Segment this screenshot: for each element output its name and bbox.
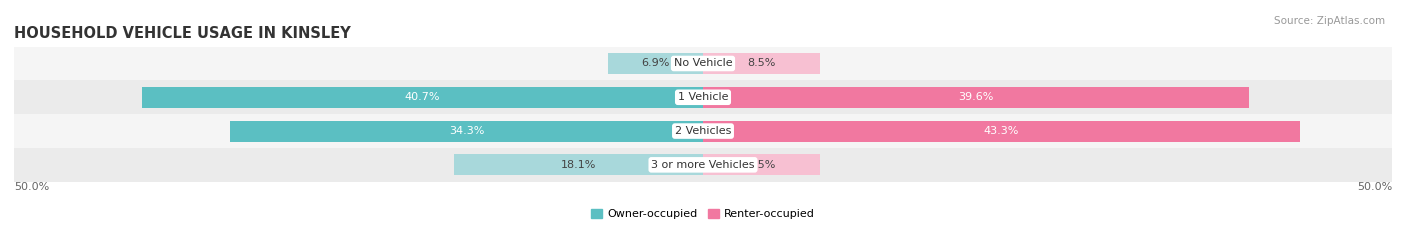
Bar xyxy=(14,47,1392,80)
Text: 43.3%: 43.3% xyxy=(984,126,1019,136)
Text: 40.7%: 40.7% xyxy=(405,92,440,102)
Bar xyxy=(703,87,1249,108)
Text: No Vehicle: No Vehicle xyxy=(673,58,733,69)
Bar xyxy=(703,53,820,74)
Bar xyxy=(142,87,703,108)
Text: 8.5%: 8.5% xyxy=(748,58,776,69)
Text: Source: ZipAtlas.com: Source: ZipAtlas.com xyxy=(1274,16,1385,26)
Bar xyxy=(454,154,703,175)
Bar xyxy=(14,114,1392,148)
Text: 50.0%: 50.0% xyxy=(14,182,49,192)
Text: 18.1%: 18.1% xyxy=(561,160,596,170)
Text: 8.5%: 8.5% xyxy=(748,160,776,170)
Bar xyxy=(14,148,1392,182)
Bar xyxy=(14,80,1392,114)
Legend: Owner-occupied, Renter-occupied: Owner-occupied, Renter-occupied xyxy=(592,209,814,219)
Bar xyxy=(231,121,703,141)
Bar xyxy=(703,121,1299,141)
Text: 39.6%: 39.6% xyxy=(957,92,994,102)
Text: 6.9%: 6.9% xyxy=(641,58,669,69)
Text: 50.0%: 50.0% xyxy=(1357,182,1392,192)
Text: HOUSEHOLD VEHICLE USAGE IN KINSLEY: HOUSEHOLD VEHICLE USAGE IN KINSLEY xyxy=(14,26,352,41)
Bar xyxy=(607,53,703,74)
Text: 2 Vehicles: 2 Vehicles xyxy=(675,126,731,136)
Text: 34.3%: 34.3% xyxy=(449,126,485,136)
Text: 3 or more Vehicles: 3 or more Vehicles xyxy=(651,160,755,170)
Text: 1 Vehicle: 1 Vehicle xyxy=(678,92,728,102)
Bar xyxy=(703,154,820,175)
